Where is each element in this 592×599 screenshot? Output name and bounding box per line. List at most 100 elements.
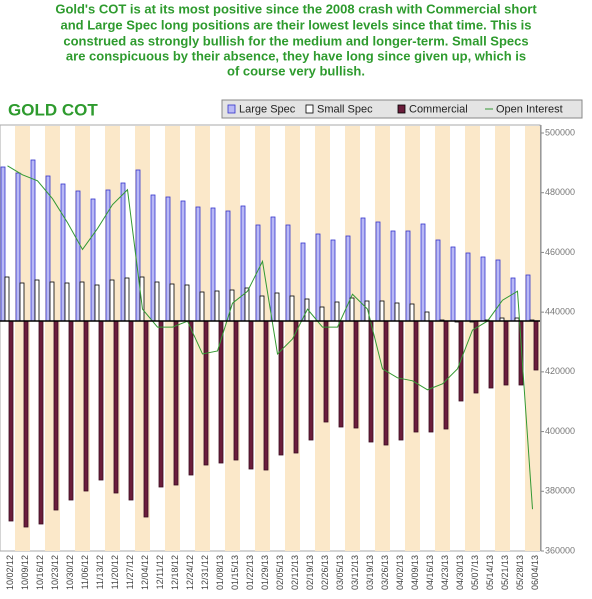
bar: [109, 279, 115, 322]
bar: [465, 252, 471, 322]
bar: [518, 320, 524, 386]
legend-label: Large Spec: [239, 103, 296, 115]
bar: [143, 320, 149, 518]
bar: [420, 223, 426, 322]
bar: [45, 175, 51, 322]
bar: [173, 320, 179, 486]
x-tick-label: 01/08/13: [215, 555, 225, 590]
x-tick-label: 12/04/12: [140, 555, 150, 590]
bar: [38, 320, 44, 525]
x-tick-label: 04/16/13: [425, 555, 435, 590]
bar: [0, 166, 6, 322]
bar: [323, 320, 329, 423]
bar: [368, 320, 374, 443]
bar: [488, 320, 494, 389]
bar: [379, 300, 385, 322]
x-tick-label: 04/02/13: [395, 555, 405, 590]
bar: [83, 320, 89, 492]
x-tick-label: 01/29/13: [260, 555, 270, 590]
x-tick-label: 10/09/12: [20, 555, 30, 590]
x-tick-label: 10/16/12: [35, 555, 45, 590]
bar: [289, 295, 295, 322]
bar: [214, 290, 220, 322]
bar: [90, 198, 96, 322]
bar: [49, 281, 55, 322]
bar: [180, 200, 186, 322]
bar: [338, 320, 344, 428]
bar: [199, 291, 205, 322]
legend-swatch: [227, 104, 236, 114]
bar: [113, 320, 119, 494]
x-tick-label: 02/19/13: [305, 555, 315, 590]
bar: [450, 246, 456, 322]
x-tick-label: 11/27/12: [125, 555, 135, 589]
bar: [15, 172, 21, 322]
x-tick-label: 04/23/13: [440, 555, 450, 590]
bar: [270, 216, 276, 322]
bar: [435, 239, 441, 322]
bar: [424, 311, 430, 322]
caption-line: Gold's COT is at its most positive since…: [55, 1, 537, 16]
bar: [79, 281, 85, 322]
bar: [480, 256, 486, 322]
bar: [60, 183, 66, 322]
bar: [398, 320, 404, 441]
y2-tick-label: 460000: [545, 247, 575, 257]
bar: [165, 196, 171, 322]
bar: [195, 206, 201, 322]
stripe: [525, 126, 540, 551]
bar: [135, 169, 141, 322]
x-tick-label: 12/18/12: [170, 555, 180, 590]
bar: [353, 320, 359, 429]
y2-tick-label: 500000: [545, 127, 575, 137]
bar: [349, 297, 355, 322]
bar: [98, 320, 104, 481]
x-tick-label: 05/07/13: [470, 555, 480, 590]
x-tick-label: 02/05/13: [275, 555, 285, 590]
bar: [184, 284, 190, 322]
x-tick-label: 03/19/13: [365, 555, 375, 590]
x-tick-label: 05/28/13: [515, 555, 525, 590]
bar: [128, 320, 134, 501]
bar: [75, 190, 81, 322]
x-tick-label: 03/12/13: [350, 555, 360, 590]
bar: [503, 320, 509, 386]
bar: [263, 320, 269, 471]
stripe: [465, 126, 480, 551]
bar: [383, 320, 389, 446]
x-tick-label: 01/15/13: [230, 555, 240, 590]
bar: [188, 320, 194, 476]
bar: [154, 281, 160, 322]
bar: [248, 320, 254, 470]
bar: [225, 210, 231, 322]
bar: [30, 159, 36, 322]
bar: [409, 303, 415, 322]
x-tick-label: 04/09/13: [410, 555, 420, 590]
stripe: [345, 126, 360, 551]
legend-label: Open Interest: [496, 103, 563, 115]
legend-label: Commercial: [409, 103, 468, 115]
x-tick-label: 11/06/12: [80, 555, 90, 589]
x-tick-label: 11/20/12: [110, 555, 120, 589]
y2-tick-label: 480000: [545, 187, 575, 197]
caption-line: are conspicuous by their absence, they h…: [66, 48, 526, 63]
y2-tick-label: 400000: [545, 426, 575, 436]
bar: [68, 320, 74, 501]
caption-line: and Large Spec long positions are their …: [60, 17, 531, 32]
bar: [23, 320, 29, 528]
x-tick-label: 06/04/13: [530, 555, 540, 590]
stripe: [315, 126, 330, 551]
caption-line: construed as strongly bullish for the me…: [63, 33, 528, 48]
bar: [334, 301, 340, 322]
bar: [169, 283, 175, 322]
bar: [64, 282, 70, 322]
x-tick-label: 12/31/12: [200, 555, 210, 590]
bar: [259, 295, 265, 322]
bar: [120, 182, 126, 322]
bar: [443, 320, 449, 430]
caption-line: of course very bullish.: [227, 63, 365, 78]
bar: [300, 242, 306, 322]
bar: [394, 302, 400, 322]
y2-tick-label: 440000: [545, 307, 575, 317]
bar: [274, 292, 280, 322]
